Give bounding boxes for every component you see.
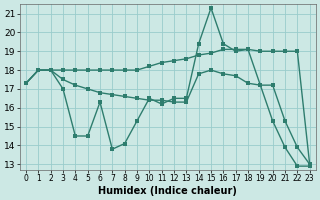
X-axis label: Humidex (Indice chaleur): Humidex (Indice chaleur): [98, 186, 237, 196]
